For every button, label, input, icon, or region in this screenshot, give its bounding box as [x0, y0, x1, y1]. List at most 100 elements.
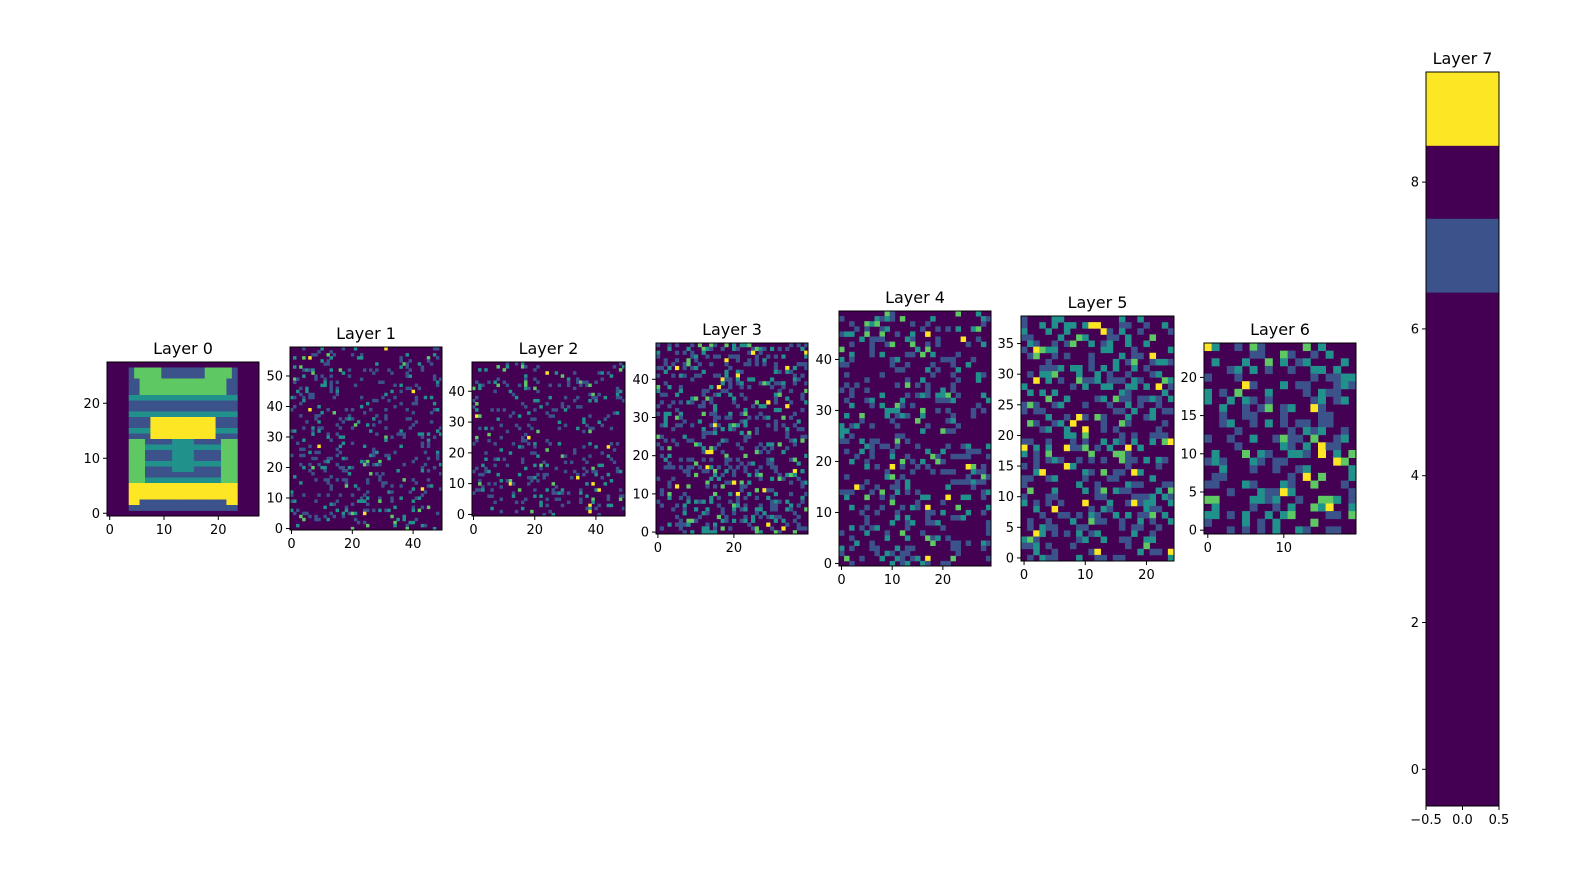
heatmap-cell — [215, 406, 222, 412]
heatmap-cell — [366, 523, 370, 528]
heatmap-cell — [732, 400, 737, 405]
heatmap-cell — [210, 433, 216, 440]
heatmap-cell — [909, 321, 916, 327]
heatmap-cell — [930, 453, 936, 460]
heatmap-cell — [686, 362, 691, 367]
heatmap-cell — [940, 469, 946, 475]
heatmap-cell — [709, 430, 714, 436]
heatmap-cell — [381, 484, 385, 488]
heatmap-cell — [656, 354, 661, 359]
heatmap-cell — [226, 411, 233, 418]
heatmap-cell — [1318, 503, 1326, 512]
heatmap-cell — [390, 490, 394, 494]
heatmap-cell — [739, 411, 744, 416]
heatmap-cell — [773, 381, 778, 386]
heatmap-cell — [773, 423, 778, 428]
heatmap-cell — [1149, 414, 1157, 421]
heatmap-cell — [804, 400, 809, 405]
heatmap-cell — [511, 392, 516, 397]
heatmap-cell — [1100, 346, 1108, 354]
heatmap-cell — [781, 526, 786, 531]
heatmap-cell — [533, 488, 537, 492]
heatmap-cell — [1100, 469, 1108, 476]
heatmap-cell — [1137, 377, 1144, 384]
heatmap-cell — [694, 518, 699, 523]
heatmap-cell — [904, 520, 911, 526]
heatmap-cell — [299, 447, 303, 452]
heatmap-cell — [1333, 373, 1342, 382]
heatmap-cell — [1045, 524, 1052, 531]
heatmap-cell — [762, 488, 767, 493]
heatmap-cell — [1257, 526, 1266, 535]
heatmap-cell — [1118, 352, 1126, 360]
heatmap-cell — [690, 400, 695, 405]
heatmap-cell — [701, 430, 706, 436]
heatmap-cell — [920, 560, 926, 567]
heatmap-cell — [1131, 530, 1138, 537]
heatmap-cell — [716, 442, 721, 447]
heatmap-cell — [1076, 334, 1083, 341]
heatmap-cell — [955, 392, 961, 399]
heatmap-cell — [1161, 456, 1169, 464]
heatmap-cell — [231, 378, 238, 385]
heatmap-cell — [1100, 328, 1108, 335]
heatmap-cell — [1211, 503, 1220, 512]
heatmap-cell — [475, 395, 479, 400]
heatmap-cell — [1027, 536, 1034, 544]
heatmap-cell — [1161, 377, 1169, 384]
y-tick-label: 40 — [448, 385, 465, 400]
heatmap-cell — [773, 392, 778, 397]
heatmap-cell — [697, 442, 702, 447]
heatmap-cell — [420, 487, 425, 491]
heatmap-cell — [709, 476, 714, 481]
heatmap-cell — [762, 404, 767, 409]
heatmap-cell — [869, 438, 875, 444]
heatmap-cell — [735, 491, 740, 497]
heatmap-cell — [221, 455, 227, 462]
heatmap-cell — [139, 472, 146, 478]
heatmap-cell — [1149, 505, 1157, 513]
heatmap-cell — [894, 433, 901, 439]
heatmap-cell — [231, 384, 238, 390]
heatmap-cell — [950, 362, 956, 368]
heatmap-cell — [694, 354, 699, 359]
heatmap-cell — [296, 389, 300, 394]
heatmap-cell — [1204, 373, 1212, 382]
heatmap-cell — [314, 499, 318, 503]
heatmap-cell — [591, 469, 595, 474]
heatmap-cell — [475, 488, 479, 492]
heatmap-cell — [1310, 350, 1319, 359]
heatmap-cell — [789, 507, 794, 512]
heatmap-cell — [735, 442, 740, 447]
heatmap-cell — [323, 469, 327, 473]
heatmap-cell — [950, 453, 956, 460]
heatmap-cell — [796, 461, 801, 466]
heatmap-cell — [128, 450, 135, 456]
heatmap-cell — [792, 442, 797, 447]
heatmap-cell — [1219, 419, 1228, 428]
heatmap-cell — [889, 550, 896, 557]
heatmap-cell — [150, 422, 157, 429]
heatmap-cell — [396, 432, 400, 436]
heatmap-cell — [1106, 377, 1114, 384]
heatmap-cell — [1021, 328, 1028, 335]
heatmap-cell — [690, 457, 695, 462]
heatmap-cell — [985, 316, 992, 322]
heatmap-cell — [329, 475, 333, 479]
heatmap-cell — [414, 420, 419, 424]
heatmap-cell — [1125, 542, 1132, 550]
heatmap-cell — [804, 491, 809, 497]
heatmap-cell — [1106, 340, 1114, 348]
heatmap-cell — [751, 514, 756, 520]
heatmap-cell — [615, 442, 620, 446]
heatmap-cell — [935, 326, 941, 332]
heatmap-cell — [1027, 475, 1034, 482]
heatmap-cell — [420, 523, 425, 528]
heatmap-cell — [678, 465, 683, 470]
heatmap-cell — [1333, 449, 1342, 458]
heatmap-cell — [384, 426, 388, 430]
heatmap-cell — [199, 389, 206, 396]
heatmap-cell — [172, 406, 178, 412]
heatmap-cell — [390, 496, 394, 500]
heatmap-cell — [709, 446, 714, 451]
